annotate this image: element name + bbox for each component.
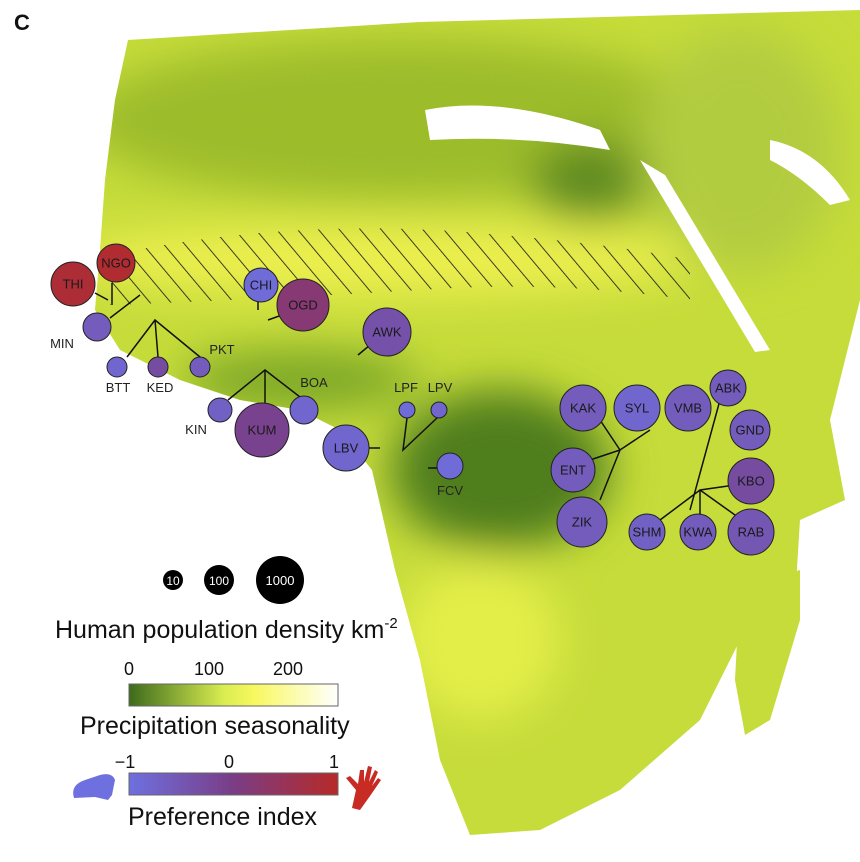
site-marker-thi <box>50 261 96 307</box>
population-legend-title: Human population density km-2 <box>55 615 398 644</box>
site-marker-kbo <box>727 457 775 505</box>
precip-tick-200: 200 <box>273 659 303 679</box>
site-marker-lbv <box>322 424 370 472</box>
preference-legend-title: Preference index <box>128 803 318 831</box>
pref-tick-0: 0 <box>224 752 234 772</box>
site-label-kum: KUM <box>248 423 277 438</box>
site-label-kak: KAK <box>570 401 596 416</box>
site-label-awk: AWK <box>372 325 401 340</box>
site-label-pkt: PKT <box>209 342 234 357</box>
precipitation-legend-title: Precipitation seasonality <box>80 712 350 740</box>
site-label-syl: SYL <box>625 401 650 416</box>
site-label-rab: RAB <box>738 525 765 540</box>
site-marker-gnd <box>729 409 771 451</box>
population-title-text: Human population density km <box>55 616 384 644</box>
site-marker-kak <box>559 384 607 432</box>
size-label-10: 10 <box>166 574 180 588</box>
site-label-thi: THI <box>63 277 84 292</box>
size-legend-circle-1000 <box>256 556 304 604</box>
size-label-1000: 1000 <box>266 573 295 588</box>
leader-lines <box>94 283 736 521</box>
site-marker-pkt <box>189 356 211 378</box>
site-marker-abk <box>709 369 747 407</box>
site-marker-fcv <box>436 452 464 480</box>
site-label-lpf: LPF <box>394 380 418 395</box>
site-marker-syl <box>613 384 661 432</box>
site-label-gnd: GND <box>736 423 765 438</box>
site-marker-min <box>82 312 112 342</box>
site-label-abk: ABK <box>715 381 741 396</box>
population-title-sup: -2 <box>384 615 397 632</box>
site-marker-boa <box>289 395 319 425</box>
precipitation-colorbar <box>128 683 339 707</box>
precip-tick-100: 100 <box>194 659 224 679</box>
site-marker-shm <box>628 513 666 551</box>
site-label-vmb: VMB <box>674 401 702 416</box>
site-label-shm: SHM <box>633 525 662 540</box>
preference-colorbar <box>128 772 339 796</box>
site-label-ent: ENT <box>560 463 586 478</box>
site-marker-btt <box>106 356 128 378</box>
rodent-icon <box>73 774 115 800</box>
site-label-ngo: NGO <box>101 256 131 271</box>
size-legend-circle-100 <box>204 565 234 595</box>
site-marker-rab <box>727 508 775 556</box>
site-label-kwa: KWA <box>683 525 712 540</box>
site-marker-ngo <box>96 243 136 283</box>
human-hand-icon <box>346 766 381 810</box>
site-label-zik: ZIK <box>572 515 593 530</box>
site-marker-lpv <box>430 401 448 419</box>
site-marker-zik <box>556 496 608 548</box>
site-marker-kum <box>234 402 290 458</box>
site-marker-ent <box>550 447 596 493</box>
site-label-lpv: LPV <box>428 380 453 395</box>
site-marker-lpf <box>398 401 416 419</box>
site-label-kin: KIN <box>185 422 207 437</box>
site-marker-kin <box>207 397 233 423</box>
site-marker-awk <box>362 307 412 357</box>
population-legend: 10 100 1000 Human population density km-… <box>55 556 398 644</box>
site-marker-kwa <box>679 513 717 551</box>
pref-tick-1: 1 <box>329 752 339 772</box>
site-label-fcv: FCV <box>437 483 463 498</box>
precipitation-legend: 0 100 200 Precipitation seasonality <box>80 659 350 740</box>
site-label-lbv: LBV <box>334 441 359 456</box>
size-label-100: 100 <box>209 574 229 588</box>
panel-label: C <box>14 10 30 35</box>
site-label-boa: BOA <box>300 375 328 390</box>
site-marker-chi <box>243 267 279 303</box>
site-label-ogd: OGD <box>288 298 318 313</box>
site-label-ked: KED <box>147 380 174 395</box>
size-legend-circle-10 <box>163 570 183 590</box>
precip-tick-0: 0 <box>124 659 134 679</box>
site-label-btt: BTT <box>106 380 131 395</box>
site-label-min: MIN <box>50 336 74 351</box>
preference-legend: −1 0 1 Preference index <box>73 752 381 831</box>
site-marker-ogd <box>276 278 330 332</box>
site-markers: THI NGO MIN BTT KED PKT CHI OGD AWK KIN KUM BOA LBV L… <box>50 243 775 556</box>
site-marker-vmb <box>664 384 712 432</box>
site-marker-ked <box>147 356 169 378</box>
site-label-chi: CHI <box>250 278 272 293</box>
pref-tick-neg1: −1 <box>115 752 136 772</box>
site-label-kbo: KBO <box>737 474 764 489</box>
